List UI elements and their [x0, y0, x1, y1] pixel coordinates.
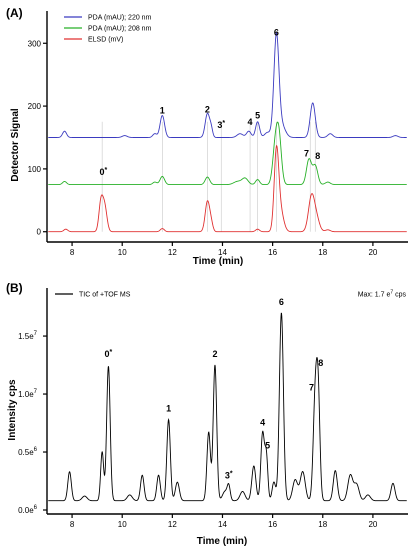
panel-a-label: (A) [6, 6, 23, 20]
legend-entry: ELSD (mV) [88, 37, 123, 44]
x-tick-label: 10 [118, 248, 127, 257]
peak-label: 5 [255, 111, 260, 121]
series-line-0 [48, 312, 407, 502]
y-tick-label: 1.0e7 [18, 389, 38, 399]
x-tick-label: 8 [70, 248, 75, 257]
panel-b-x-axis-title: Time (min) [197, 536, 247, 547]
panel-b-y-axis-title: Intensity cps [7, 379, 18, 441]
peak-label: 6 [279, 297, 284, 307]
x-tick-label: 14 [218, 520, 227, 529]
peak-label: 8 [315, 151, 320, 161]
y-tick-label: 0.0e6 [18, 505, 38, 515]
peak-label: 1 [160, 106, 165, 116]
x-tick-label: 12 [168, 248, 177, 257]
peak-label: 7 [309, 383, 314, 393]
x-tick-label: 18 [318, 520, 327, 529]
x-tick-label: 18 [318, 248, 327, 257]
x-tick-label: 20 [368, 248, 377, 257]
series-line-2 [48, 144, 407, 233]
legend-entry: TIC of +TOF MS [79, 292, 131, 299]
peak-label: 3* [225, 471, 233, 481]
peak-label: 8 [318, 358, 323, 368]
panel-b-chart: (B) Intensity cps Time (min) 8 10 12 14 16 18… [6, 281, 408, 547]
max-intensity-note: Max: 1.7 e7 cps [358, 290, 407, 299]
peak-label: 2 [212, 349, 217, 359]
panel-a-x-axis-title: Time (min) [193, 256, 243, 267]
y-tick-label: 1.5e7 [18, 331, 38, 341]
peak-label: 7 [304, 148, 309, 158]
peak-label: 0* [100, 167, 108, 177]
legend-entry: PDA (mAU); 220 nm [88, 15, 152, 22]
series-line-0 [48, 32, 407, 138]
y-tick-label: 200 [28, 102, 42, 111]
x-tick-label: 12 [168, 520, 177, 529]
x-tick-label: 14 [218, 248, 227, 257]
x-tick-label: 10 [118, 520, 127, 529]
y-tick-label: 0 [37, 228, 42, 237]
peak-label: 1 [166, 403, 171, 413]
x-tick-label: 16 [268, 248, 277, 257]
y-tick-label: 100 [28, 165, 42, 174]
legend-entry: PDA (mAU); 208 nm [88, 26, 152, 33]
panel-b-label: (B) [6, 281, 23, 295]
y-tick-label: 300 [28, 39, 42, 48]
y-tick-label: 0.5e6 [18, 447, 38, 457]
peak-label: 5 [265, 441, 270, 451]
peak-label: 2 [205, 104, 210, 114]
peak-label: 0* [105, 349, 113, 359]
peak-label: 4 [260, 417, 265, 427]
panel-a-y-axis-title: Detector Signal [10, 108, 21, 182]
peak-label: 4 [248, 117, 253, 127]
x-tick-label: 16 [268, 520, 277, 529]
series-line-1 [48, 121, 407, 186]
x-tick-label: 20 [368, 520, 377, 529]
panel-a-chart: (A) Detector Signal Time (min) 8 10 12 14 16… [6, 6, 408, 267]
x-tick-label: 8 [70, 520, 75, 529]
peak-label: 6 [274, 28, 279, 38]
peak-label: 3* [217, 120, 225, 130]
